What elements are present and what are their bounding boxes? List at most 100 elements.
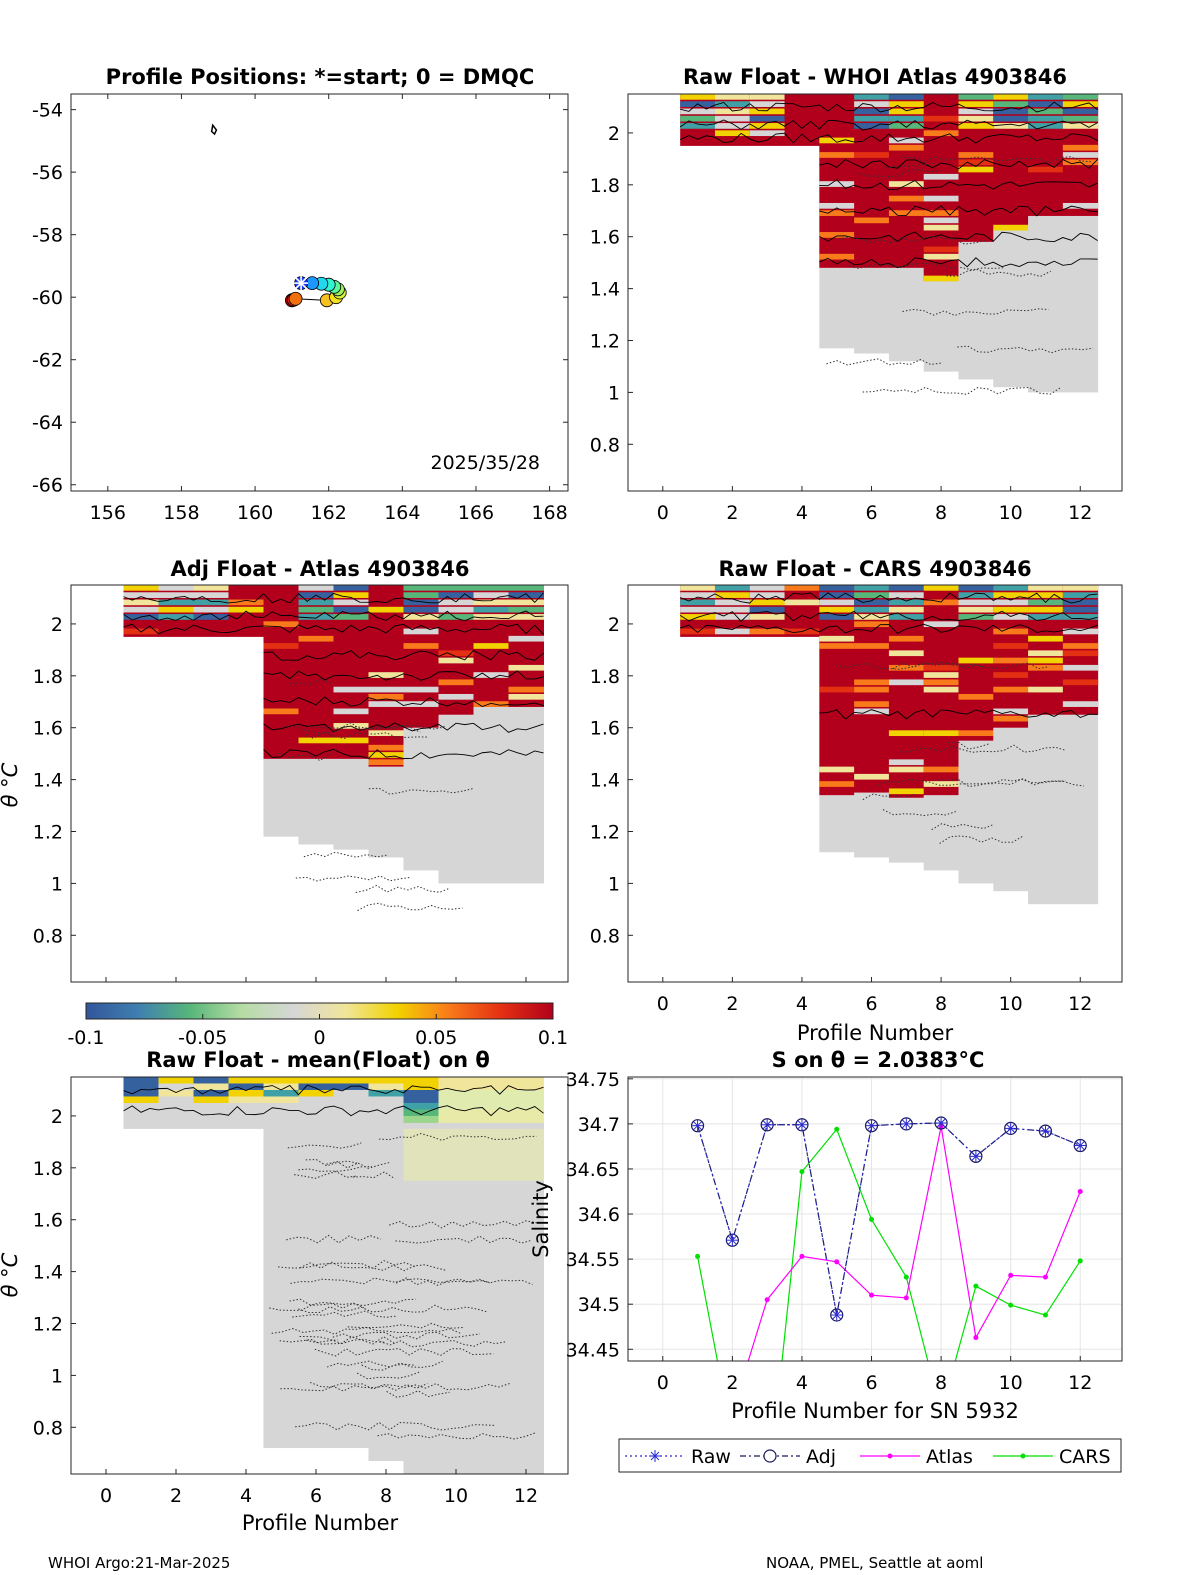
dotted-contour bbox=[836, 661, 983, 670]
heat-cell bbox=[508, 585, 544, 707]
positions-ytick-label: -54 bbox=[32, 100, 63, 122]
heat-cell bbox=[333, 585, 369, 591]
dotted-contour bbox=[826, 358, 942, 366]
heat-cell bbox=[680, 585, 716, 591]
profile-marker bbox=[288, 291, 303, 306]
dotted-contour bbox=[899, 744, 1067, 753]
heat-cell bbox=[438, 714, 474, 884]
heat-cell bbox=[888, 650, 925, 657]
heat-cell bbox=[958, 152, 994, 158]
heat-cell bbox=[403, 643, 439, 649]
heat-cell bbox=[1028, 686, 1064, 693]
heat-cell bbox=[438, 657, 474, 664]
heat-cell bbox=[714, 94, 751, 100]
heat-cell bbox=[680, 606, 716, 613]
heat-cell bbox=[749, 101, 786, 107]
adj-ytick-label: 1.2 bbox=[33, 822, 63, 844]
salinity-plot-area bbox=[690, 1116, 1087, 1361]
dotted-contour bbox=[946, 269, 1051, 277]
heat-cell bbox=[680, 115, 716, 122]
heat-cell bbox=[228, 1102, 264, 1110]
heat-cell bbox=[368, 1077, 404, 1084]
salinity-ytick-label: 34.45 bbox=[566, 1339, 620, 1361]
heat-cell bbox=[333, 1089, 369, 1097]
heat-cell bbox=[993, 614, 1029, 620]
contour-line bbox=[263, 649, 544, 661]
salinity-ytick-label: 34.75 bbox=[566, 1069, 620, 1091]
cars-point bbox=[903, 1274, 909, 1280]
heat-cell bbox=[263, 1077, 299, 1084]
heat-cell bbox=[333, 1077, 369, 1449]
heat-cell bbox=[263, 1083, 299, 1091]
heat-cell bbox=[1062, 123, 1099, 129]
heat-cell bbox=[1028, 101, 1064, 107]
heat-cell bbox=[923, 246, 959, 253]
heat-cell bbox=[819, 686, 855, 693]
heat-cell bbox=[888, 94, 925, 100]
whoi-ytick-label: 2 bbox=[608, 123, 620, 145]
whoi-plot-area bbox=[679, 94, 1099, 395]
heat-cell bbox=[158, 585, 194, 591]
dotted-contour bbox=[290, 1277, 491, 1285]
heat-cell bbox=[958, 166, 994, 173]
island-outline bbox=[210, 123, 218, 136]
contour-line bbox=[819, 158, 1098, 170]
footer-left: WHOI Argo:21-Mar-2025 bbox=[48, 1554, 231, 1572]
heat-cell bbox=[438, 1128, 474, 1181]
cars-xtick-label: 6 bbox=[865, 993, 877, 1015]
heat-cell bbox=[403, 606, 439, 613]
salinity-ytick-label: 34.65 bbox=[566, 1159, 620, 1181]
heat-cell bbox=[854, 792, 890, 858]
heat-cell bbox=[1062, 215, 1099, 393]
salinity-axes: 0 2 4 6 8 10 12 34.45 34.5 34.55 34.6 34.65 34.7 34.7… bbox=[566, 1069, 1093, 1394]
heat-cell bbox=[888, 766, 925, 773]
dotted-contour bbox=[357, 902, 463, 912]
atlas-point bbox=[903, 1295, 909, 1301]
salinity-ytick-label: 34.5 bbox=[578, 1294, 620, 1316]
heat-cell bbox=[1062, 101, 1099, 107]
dotted-contour bbox=[395, 1277, 533, 1286]
heat-cell bbox=[368, 730, 404, 737]
heat-cell bbox=[854, 123, 890, 129]
dotted-contour bbox=[377, 1432, 536, 1440]
heat-cell bbox=[923, 585, 959, 591]
heat-cell bbox=[438, 1089, 474, 1097]
heat-cell bbox=[923, 686, 959, 693]
positions-ytick-label: -56 bbox=[32, 162, 63, 184]
heat-cell bbox=[403, 592, 439, 598]
colorbar-ticks: -0.1 -0.05 0 0.05 0.1 bbox=[67, 1014, 568, 1049]
dotted-contour bbox=[856, 168, 941, 178]
heat-cell bbox=[819, 606, 855, 613]
heat-cell bbox=[368, 1115, 404, 1123]
positions-xtick-label: 164 bbox=[384, 502, 420, 524]
heat-cell bbox=[158, 1083, 194, 1091]
heat-cell bbox=[193, 1109, 229, 1117]
heat-cell bbox=[854, 679, 890, 686]
heat-cell bbox=[680, 123, 716, 129]
cars-xtick-label: 0 bbox=[657, 993, 669, 1015]
salinity-axes-box bbox=[627, 1076, 1123, 1362]
heat-cell bbox=[473, 592, 509, 598]
heat-cell bbox=[333, 614, 369, 620]
heat-cell bbox=[438, 592, 474, 598]
heat-cell bbox=[714, 115, 751, 122]
salinity-ytick-label: 34.6 bbox=[578, 1204, 620, 1226]
heat-cell bbox=[123, 1089, 159, 1097]
heat-cell bbox=[714, 628, 751, 635]
cars-point bbox=[1077, 1258, 1083, 1264]
whoi-ytick-label: 1 bbox=[608, 382, 620, 404]
heat-cell bbox=[473, 1077, 509, 1084]
heat-cell bbox=[1062, 679, 1099, 686]
heat-cell bbox=[1028, 94, 1064, 100]
legend-marker-cars bbox=[1020, 1453, 1026, 1459]
mean-ytick-label: 0.8 bbox=[33, 1417, 63, 1439]
heat-cell bbox=[508, 1102, 544, 1110]
heat-cell bbox=[819, 210, 855, 216]
heat-cell bbox=[819, 614, 855, 620]
heat-cell bbox=[993, 643, 1029, 649]
heat-cell bbox=[888, 144, 925, 151]
cars-plot-area bbox=[679, 585, 1099, 905]
heat-cell bbox=[923, 217, 959, 224]
heat-cell bbox=[923, 621, 959, 628]
heat-cell bbox=[438, 1096, 474, 1104]
